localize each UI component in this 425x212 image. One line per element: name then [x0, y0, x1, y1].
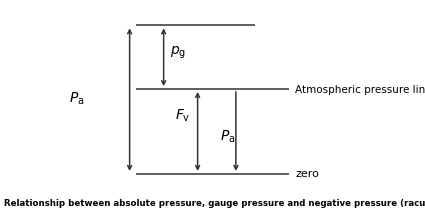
Text: Relationship between absolute pressure, gauge pressure and negative pressure (ra: Relationship between absolute pressure, … [4, 199, 425, 208]
Text: $P_{\mathrm{a}}$: $P_{\mathrm{a}}$ [220, 128, 235, 145]
Text: zero: zero [295, 169, 319, 179]
Text: $P_{\mathrm{a}}$: $P_{\mathrm{a}}$ [69, 90, 84, 107]
Text: Atmospheric pressure line: Atmospheric pressure line [295, 85, 425, 95]
Text: $F_{\mathrm{v}}$: $F_{\mathrm{v}}$ [175, 107, 190, 124]
Text: $p_{\mathrm{g}}$: $p_{\mathrm{g}}$ [170, 45, 187, 61]
